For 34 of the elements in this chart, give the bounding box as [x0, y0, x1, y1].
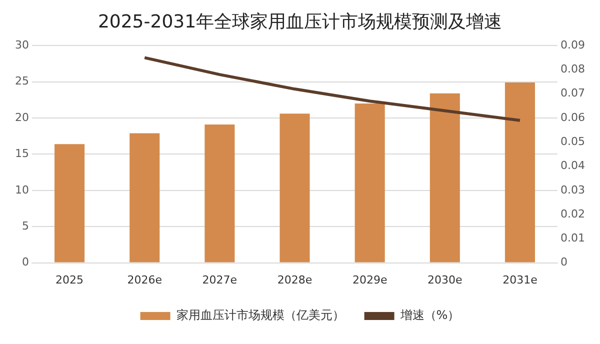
y-tick-label: 30 [14, 38, 29, 52]
x-tick-label: 2029e [352, 273, 388, 286]
x-tick-label: 2028e [277, 273, 312, 286]
bar [280, 114, 310, 262]
legend-label: 增速（%） [399, 308, 460, 322]
bar [504, 82, 535, 262]
y2-tick-label: 0.09 [560, 38, 586, 52]
y-tick-label: 10 [14, 183, 29, 196]
y2-tick-label: 0.06 [560, 110, 586, 124]
bar [204, 124, 235, 262]
bar [54, 144, 85, 262]
y-tick-label: 15 [14, 147, 29, 160]
x-tick-label: 2027e [202, 273, 238, 286]
chart-title: 2025-2031年全球家用血压计市场规模预测及增速 [98, 11, 502, 32]
bar [354, 104, 385, 262]
y2-tick-label: 0.02 [560, 207, 586, 220]
y-tick-label: 25 [14, 74, 29, 88]
y2-tick-label: 0.03 [560, 183, 586, 196]
bar [430, 93, 460, 262]
x-tick-label: 2026e [127, 273, 162, 286]
y2-tick-label: 0.04 [560, 159, 586, 172]
x-tick-label: 2030e [428, 273, 463, 286]
bar [130, 133, 160, 262]
y2-tick-label: 0.08 [560, 62, 586, 76]
legend-label: 家用血压计市场规模（亿美元） [176, 308, 344, 322]
y2-tick-label: 0 [560, 256, 568, 269]
x-tick-label: 2025 [56, 273, 84, 286]
y-tick-label: 20 [14, 110, 29, 124]
y2-tick-label: 0.07 [560, 86, 586, 100]
y-tick-label: 5 [22, 219, 29, 232]
y2-tick-label: 0.05 [560, 134, 586, 148]
y2-tick-label: 0.01 [560, 232, 586, 245]
x-tick-label: 2031e [502, 273, 538, 286]
y-tick-label: 0 [22, 256, 29, 269]
